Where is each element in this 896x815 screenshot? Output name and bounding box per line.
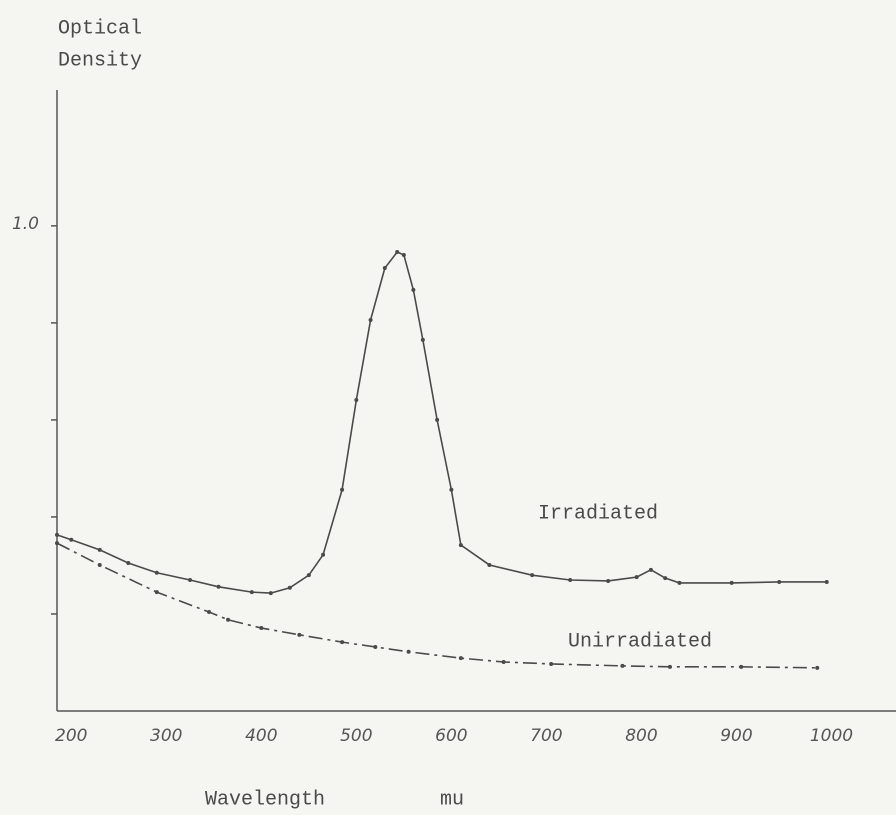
data-point — [321, 552, 326, 557]
data-point — [268, 591, 273, 596]
data-point — [97, 562, 102, 567]
data-point — [382, 266, 387, 271]
x-tick-label: 400 — [245, 726, 277, 746]
data-point — [449, 487, 454, 492]
x-tick-label: 200 — [55, 726, 87, 746]
data-point — [97, 547, 102, 552]
data-point — [368, 317, 373, 322]
y-tick-label: 1.0 — [12, 214, 39, 234]
y-axis-label: Optical — [58, 17, 142, 40]
data-point — [487, 562, 492, 567]
data-point — [69, 537, 74, 542]
x-axis-label: Wavelength — [205, 788, 325, 811]
data-point — [663, 576, 668, 581]
data-point — [126, 561, 131, 566]
x-tick-label: 700 — [530, 726, 562, 746]
data-point — [411, 287, 416, 292]
data-point — [530, 573, 535, 578]
data-point — [815, 665, 820, 670]
series-line — [56, 251, 827, 594]
data-point — [435, 417, 440, 422]
data-point — [354, 398, 359, 403]
data-point — [297, 632, 302, 637]
data-point — [824, 579, 829, 584]
data-point — [395, 250, 400, 255]
data-point — [568, 578, 573, 583]
x-tick-label: 900 — [720, 726, 752, 746]
data-point — [458, 656, 463, 661]
series-label: Irradiated — [538, 502, 658, 525]
x-tick-label: 500 — [340, 726, 372, 746]
data-point — [739, 664, 744, 669]
data-point — [55, 532, 59, 537]
data-point — [648, 567, 653, 572]
data-point — [401, 252, 406, 257]
data-point — [216, 584, 221, 589]
y-axis-label: Density — [58, 49, 142, 72]
data-point — [420, 337, 425, 342]
data-point — [501, 659, 506, 664]
data-point — [154, 590, 159, 595]
data-point — [373, 644, 378, 649]
data-point — [620, 663, 625, 668]
data-point — [226, 617, 231, 622]
data-point — [677, 580, 682, 585]
data-point — [340, 487, 345, 492]
data-point — [777, 579, 782, 584]
data-point — [667, 664, 672, 669]
data-point — [729, 580, 734, 585]
x-tick-label: 600 — [435, 726, 467, 746]
data-point — [154, 570, 159, 575]
data-point — [55, 541, 59, 546]
x-tick-label: 1000 — [810, 726, 853, 746]
x-axis-unit: mu — [440, 788, 464, 811]
data-point — [249, 590, 254, 595]
data-point — [458, 543, 463, 548]
data-point — [259, 626, 264, 631]
data-point — [188, 578, 193, 583]
data-point — [207, 610, 212, 615]
data-point — [406, 649, 411, 654]
x-tick-label: 300 — [150, 726, 182, 746]
data-point — [606, 578, 611, 583]
data-point — [549, 661, 554, 666]
x-tick-label: 800 — [625, 726, 657, 746]
data-point — [287, 585, 292, 590]
series-label: Unirradiated — [568, 630, 712, 653]
data-point — [340, 640, 345, 645]
data-point — [306, 573, 311, 578]
data-point — [634, 575, 639, 580]
